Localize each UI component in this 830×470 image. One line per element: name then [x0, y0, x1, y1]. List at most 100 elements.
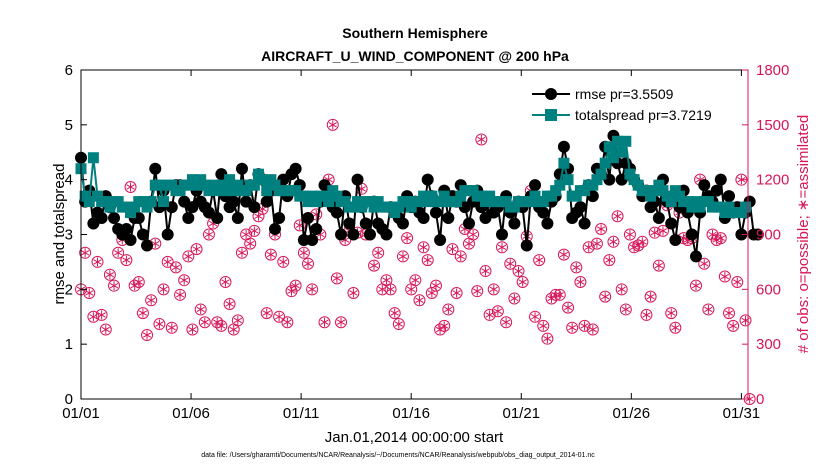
rmse-point	[95, 212, 108, 225]
rmse-point	[335, 228, 348, 241]
obs-point	[409, 274, 422, 287]
obs-point	[260, 307, 273, 320]
obs-point	[595, 223, 608, 236]
legend-box	[525, 80, 741, 128]
obs-point	[417, 241, 430, 254]
rmse-point	[462, 217, 475, 230]
obs-point	[91, 255, 104, 268]
obs-point	[623, 228, 636, 241]
rmse-point	[541, 217, 554, 230]
rmse-point	[306, 233, 319, 246]
x-tick-label: 01/26	[613, 405, 651, 422]
legend-marker-totalspread	[545, 109, 557, 121]
totalspread-point	[248, 179, 260, 191]
obs-point	[297, 246, 310, 259]
y-right-tick-label: 600	[756, 281, 781, 298]
obs-point	[136, 307, 149, 320]
rmse-point	[248, 201, 261, 214]
rmse-point	[363, 228, 376, 241]
y-right-tick-label: 1200	[756, 172, 789, 189]
rmse-point	[302, 212, 315, 225]
legend-label-rmse: rmse pr=3.5509	[575, 86, 674, 102]
rmse-point	[380, 228, 393, 241]
obs-point	[487, 283, 500, 296]
obs-point	[727, 319, 740, 332]
legend-label-totalspread: totalspread pr=3.7219	[575, 107, 712, 123]
obs-point	[537, 319, 550, 332]
obs-point	[235, 246, 248, 259]
obs-point	[438, 319, 451, 332]
rmse-point	[289, 162, 302, 175]
obs-point	[273, 310, 286, 323]
totalspread-point	[257, 174, 269, 186]
totalspread-point	[616, 146, 628, 158]
obs-point	[529, 310, 542, 323]
obs-point	[223, 297, 236, 310]
obs-point	[718, 270, 731, 283]
obs-point	[723, 307, 736, 320]
rmse-point	[508, 217, 521, 230]
totalspread-point	[740, 201, 752, 213]
rmse-point	[149, 162, 162, 175]
chart-subtitle: AIRCRAFT_U_WIND_COMPONENT @ 200 hPa	[261, 48, 569, 64]
rmse-point	[351, 173, 364, 186]
y-right-tick-label: 0	[756, 391, 764, 408]
rmse-point	[529, 179, 542, 192]
obs-point	[471, 285, 484, 298]
rmse-point	[735, 228, 748, 241]
rmse-point	[417, 212, 430, 225]
rmse-point	[689, 250, 702, 263]
x-tick-label: 01/11	[283, 405, 319, 422]
obs-point	[347, 286, 360, 299]
obs-point	[244, 237, 257, 250]
x-tick-label: 01/01	[62, 405, 100, 422]
obs-point	[264, 248, 277, 261]
totalspread-point	[323, 196, 335, 208]
obs-point	[508, 292, 521, 305]
y-tick-label: 3	[65, 227, 73, 244]
obs-point	[421, 254, 434, 267]
totalspread-point	[261, 185, 273, 197]
obs-point	[231, 314, 244, 327]
rmse-point	[136, 228, 149, 241]
obs-point	[289, 279, 302, 292]
obs-point	[120, 254, 133, 267]
obs-point	[714, 232, 727, 245]
rmse-point	[343, 217, 356, 230]
rmse-point	[120, 223, 133, 236]
y-axis-left: 0 1 2 3 4 5 6	[65, 62, 87, 408]
legend-marker-rmse	[545, 88, 557, 100]
obs-point	[83, 286, 96, 299]
obs-point	[392, 318, 405, 331]
obs-point	[384, 283, 397, 296]
obs-point	[99, 323, 112, 336]
obs-point	[335, 316, 348, 329]
totalspread-point	[665, 196, 677, 208]
rmse-point	[669, 233, 682, 246]
obs-point	[153, 318, 166, 331]
rmse-point	[751, 228, 764, 241]
obs-point	[169, 261, 182, 274]
rmse-point	[578, 217, 591, 230]
obs-point	[330, 272, 343, 285]
obs-point	[248, 224, 261, 237]
obs-point	[450, 286, 463, 299]
rmse-point	[429, 206, 442, 219]
obs-point	[174, 288, 187, 301]
obs-point	[611, 210, 624, 223]
line-series	[75, 129, 764, 263]
x-tick-label: 01/06	[172, 405, 210, 422]
obs-point	[219, 276, 232, 289]
y-right-tick-label: 900	[756, 227, 781, 244]
obs-point	[479, 265, 492, 278]
rmse-point	[698, 179, 711, 192]
obs-point	[161, 255, 174, 268]
rmse-point	[268, 223, 281, 236]
rmse-point	[330, 206, 343, 219]
obs-point	[574, 276, 587, 289]
x-axis-label: Jan.01,2014 00:00:00 start	[325, 429, 504, 446]
obs-point	[557, 248, 570, 261]
rmse-point	[557, 140, 570, 153]
obs-point	[454, 250, 467, 263]
rmse-point	[685, 228, 698, 241]
